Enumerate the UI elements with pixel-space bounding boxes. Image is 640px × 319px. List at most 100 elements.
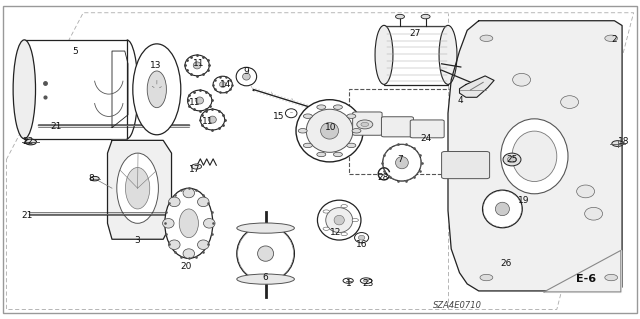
Ellipse shape <box>200 109 225 130</box>
Ellipse shape <box>357 120 372 129</box>
Ellipse shape <box>185 55 209 76</box>
Text: 11: 11 <box>202 117 214 126</box>
Circle shape <box>323 210 330 213</box>
Circle shape <box>364 279 369 282</box>
Ellipse shape <box>375 26 393 84</box>
Ellipse shape <box>321 122 339 139</box>
Bar <box>349 89 470 174</box>
Text: 21: 21 <box>51 122 62 130</box>
Text: 18: 18 <box>618 137 630 146</box>
Circle shape <box>191 164 202 169</box>
Ellipse shape <box>508 156 516 163</box>
Circle shape <box>333 105 342 109</box>
Text: 15: 15 <box>273 112 284 121</box>
Text: 10: 10 <box>325 123 337 132</box>
Circle shape <box>480 35 493 41</box>
Ellipse shape <box>133 44 181 135</box>
Ellipse shape <box>500 119 568 194</box>
Ellipse shape <box>317 200 361 240</box>
Ellipse shape <box>168 197 180 207</box>
Ellipse shape <box>439 26 457 84</box>
Ellipse shape <box>237 274 294 284</box>
Ellipse shape <box>326 208 353 233</box>
Text: 11: 11 <box>189 98 201 107</box>
Ellipse shape <box>577 185 595 198</box>
Text: 23: 23 <box>362 279 374 288</box>
FancyBboxPatch shape <box>353 112 382 135</box>
Circle shape <box>352 129 361 133</box>
Ellipse shape <box>163 219 174 228</box>
FancyBboxPatch shape <box>381 117 413 137</box>
Ellipse shape <box>198 197 209 207</box>
Ellipse shape <box>513 73 531 86</box>
Ellipse shape <box>243 73 250 80</box>
Ellipse shape <box>183 249 195 258</box>
Ellipse shape <box>13 40 36 139</box>
Circle shape <box>347 143 356 148</box>
Text: 28: 28 <box>377 173 388 182</box>
Ellipse shape <box>209 116 216 123</box>
Text: 25: 25 <box>506 155 518 164</box>
Text: 7: 7 <box>397 155 403 164</box>
Ellipse shape <box>285 109 297 118</box>
Ellipse shape <box>183 188 195 198</box>
Circle shape <box>303 143 312 148</box>
Text: 3: 3 <box>135 236 140 245</box>
Ellipse shape <box>512 131 557 182</box>
Circle shape <box>317 152 326 157</box>
Text: 4: 4 <box>458 96 463 105</box>
Circle shape <box>333 152 342 157</box>
Ellipse shape <box>334 215 344 225</box>
Ellipse shape <box>503 153 521 166</box>
Text: E-6: E-6 <box>575 274 596 284</box>
Text: 12: 12 <box>330 228 342 237</box>
Text: 11: 11 <box>193 59 204 68</box>
Ellipse shape <box>116 153 159 223</box>
Text: 14: 14 <box>220 80 231 89</box>
Circle shape <box>605 274 618 281</box>
Ellipse shape <box>358 235 365 240</box>
Circle shape <box>347 114 356 118</box>
Circle shape <box>612 141 623 146</box>
Text: 27: 27 <box>409 29 420 38</box>
Circle shape <box>341 233 348 236</box>
Ellipse shape <box>213 76 232 93</box>
Circle shape <box>605 35 618 41</box>
Ellipse shape <box>383 144 421 181</box>
Ellipse shape <box>561 96 579 108</box>
Polygon shape <box>544 250 621 292</box>
Ellipse shape <box>179 209 198 238</box>
Ellipse shape <box>188 90 212 111</box>
Polygon shape <box>460 76 494 97</box>
FancyBboxPatch shape <box>24 40 127 139</box>
Ellipse shape <box>236 67 257 86</box>
Circle shape <box>317 105 326 109</box>
Ellipse shape <box>483 190 522 228</box>
Ellipse shape <box>168 240 180 249</box>
Text: 9: 9 <box>244 67 249 76</box>
Text: 13: 13 <box>150 61 161 70</box>
Text: 5: 5 <box>73 47 78 56</box>
Text: 16: 16 <box>356 240 367 249</box>
Ellipse shape <box>361 122 369 127</box>
Ellipse shape <box>495 202 509 216</box>
FancyBboxPatch shape <box>442 152 490 179</box>
Circle shape <box>360 278 372 284</box>
Text: 6: 6 <box>263 273 268 282</box>
Text: 17: 17 <box>189 165 201 174</box>
Ellipse shape <box>237 226 294 281</box>
Circle shape <box>352 219 358 222</box>
Text: 20: 20 <box>180 262 191 271</box>
Text: 26: 26 <box>500 259 511 268</box>
Ellipse shape <box>165 188 212 258</box>
Circle shape <box>90 176 99 181</box>
Ellipse shape <box>147 71 166 108</box>
Text: 1: 1 <box>346 279 351 288</box>
Circle shape <box>396 14 404 19</box>
Ellipse shape <box>585 207 603 220</box>
FancyBboxPatch shape <box>384 26 448 85</box>
Ellipse shape <box>196 97 204 104</box>
Circle shape <box>343 278 353 283</box>
Polygon shape <box>108 140 172 239</box>
FancyBboxPatch shape <box>410 120 444 138</box>
